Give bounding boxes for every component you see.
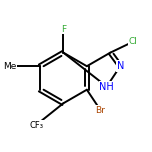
Text: Me: Me [3,62,16,71]
Text: CF₃: CF₃ [29,121,43,130]
Text: Cl: Cl [129,37,137,46]
Text: N: N [117,61,124,71]
Text: NH: NH [99,82,114,92]
Text: Br: Br [95,106,105,115]
Text: F: F [61,25,66,34]
